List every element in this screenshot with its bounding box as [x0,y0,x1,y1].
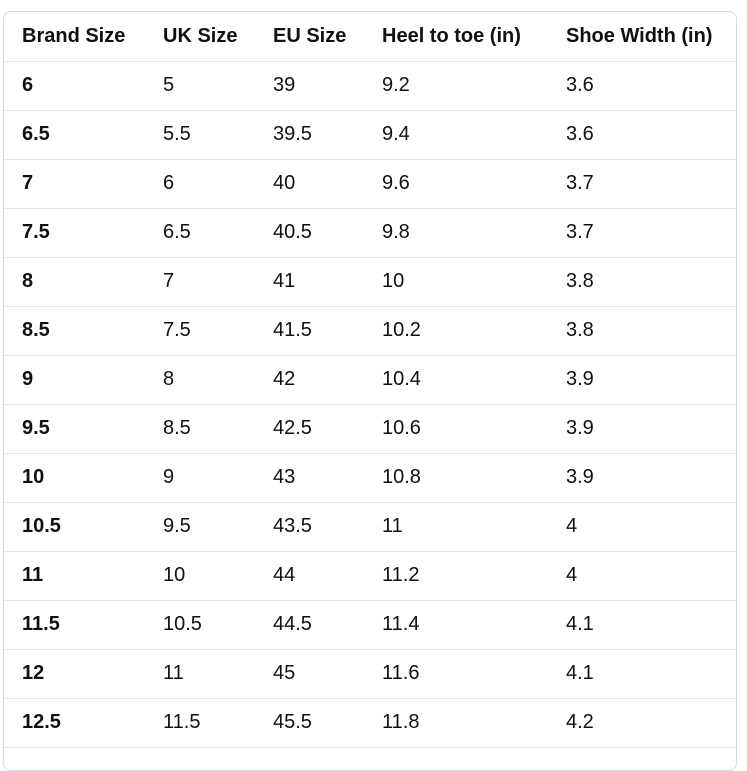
heel-to-toe-cell: 10 [364,257,548,307]
eu-size-cell: 40.5 [255,208,364,258]
brand-size-cell: 9.5 [4,404,145,454]
uk-size-cell: 11.5 [145,698,255,748]
brand-size-cell: 11.5 [4,600,145,650]
table-row: 12.5 11.5 45.5 11.8 4.2 [4,698,736,748]
table-row: 6.5 5.5 39.5 9.4 3.6 [4,110,736,160]
shoe-width-cell: 4.1 [548,649,736,699]
brand-size-cell: 8.5 [4,306,145,356]
shoe-width-cell: 4 [548,551,736,601]
size-chart-table: Brand Size UK Size EU Size Heel to toe (… [4,12,736,748]
eu-size-cell: 44 [255,551,364,601]
brand-size-cell: 7.5 [4,208,145,258]
shoe-width-cell: 3.8 [548,306,736,356]
eu-size-cell: 42 [255,355,364,405]
eu-size-cell: 45 [255,649,364,699]
uk-size-cell: 11 [145,649,255,699]
heel-to-toe-cell: 10.8 [364,453,548,503]
heel-to-toe-cell: 11.4 [364,600,548,650]
table-row: 11 10 44 11.2 4 [4,551,736,601]
brand-size-cell: 12 [4,649,145,699]
uk-size-cell: 8 [145,355,255,405]
shoe-width-cell: 4.2 [548,698,736,748]
header-shoe-width: Shoe Width (in) [548,12,736,62]
heel-to-toe-cell: 9.2 [364,61,548,111]
brand-size-cell: 6 [4,61,145,111]
heel-to-toe-cell: 10.6 [364,404,548,454]
table-row: 7.5 6.5 40.5 9.8 3.7 [4,208,736,258]
table-row: 8 7 41 10 3.8 [4,257,736,307]
heel-to-toe-cell: 10.2 [364,306,548,356]
uk-size-cell: 7 [145,257,255,307]
shoe-width-cell: 3.7 [548,208,736,258]
uk-size-cell: 10.5 [145,600,255,650]
uk-size-cell: 5 [145,61,255,111]
eu-size-cell: 45.5 [255,698,364,748]
table-row: 9.5 8.5 42.5 10.6 3.9 [4,404,736,454]
eu-size-cell: 41 [255,257,364,307]
shoe-width-cell: 3.8 [548,257,736,307]
heel-to-toe-cell: 9.6 [364,159,548,209]
table-row: 10 9 43 10.8 3.9 [4,453,736,503]
shoe-width-cell: 3.9 [548,453,736,503]
header-heel-to-toe: Heel to toe (in) [364,12,548,62]
shoe-width-cell: 4.1 [548,600,736,650]
shoe-width-cell: 3.6 [548,61,736,111]
size-chart-table-card: Brand Size UK Size EU Size Heel to toe (… [3,11,737,771]
heel-to-toe-cell: 11.2 [364,551,548,601]
uk-size-cell: 9 [145,453,255,503]
table-body: 6 5 39 9.2 3.6 6.5 5.5 39.5 9.4 3.6 7 6 40 9.6 3.7 7.5 6… [4,61,736,748]
table-row: 9 8 42 10.4 3.9 [4,355,736,405]
table-row: 11.5 10.5 44.5 11.4 4.1 [4,600,736,650]
heel-to-toe-cell: 9.4 [364,110,548,160]
eu-size-cell: 42.5 [255,404,364,454]
heel-to-toe-cell: 9.8 [364,208,548,258]
table-row: 6 5 39 9.2 3.6 [4,61,736,111]
eu-size-cell: 40 [255,159,364,209]
heel-to-toe-cell: 11.6 [364,649,548,699]
brand-size-cell: 10.5 [4,502,145,552]
shoe-width-cell: 4 [548,502,736,552]
table-row: 8.5 7.5 41.5 10.2 3.8 [4,306,736,356]
header-eu-size: EU Size [255,12,364,62]
uk-size-cell: 6.5 [145,208,255,258]
uk-size-cell: 5.5 [145,110,255,160]
eu-size-cell: 44.5 [255,600,364,650]
header-uk-size: UK Size [145,12,255,62]
uk-size-cell: 10 [145,551,255,601]
eu-size-cell: 43.5 [255,502,364,552]
header-row: Brand Size UK Size EU Size Heel to toe (… [4,12,736,62]
shoe-width-cell: 3.9 [548,404,736,454]
eu-size-cell: 41.5 [255,306,364,356]
brand-size-cell: 8 [4,257,145,307]
brand-size-cell: 12.5 [4,698,145,748]
shoe-width-cell: 3.6 [548,110,736,160]
uk-size-cell: 9.5 [145,502,255,552]
heel-to-toe-cell: 11.8 [364,698,548,748]
brand-size-cell: 7 [4,159,145,209]
uk-size-cell: 6 [145,159,255,209]
eu-size-cell: 43 [255,453,364,503]
eu-size-cell: 39 [255,61,364,111]
uk-size-cell: 7.5 [145,306,255,356]
shoe-width-cell: 3.9 [548,355,736,405]
brand-size-cell: 11 [4,551,145,601]
table-header: Brand Size UK Size EU Size Heel to toe (… [4,12,736,62]
heel-to-toe-cell: 10.4 [364,355,548,405]
table-row: 12 11 45 11.6 4.1 [4,649,736,699]
table-row: 10.5 9.5 43.5 11 4 [4,502,736,552]
table-row: 7 6 40 9.6 3.7 [4,159,736,209]
heel-to-toe-cell: 11 [364,502,548,552]
brand-size-cell: 9 [4,355,145,405]
header-brand-size: Brand Size [4,12,145,62]
uk-size-cell: 8.5 [145,404,255,454]
eu-size-cell: 39.5 [255,110,364,160]
brand-size-cell: 10 [4,453,145,503]
brand-size-cell: 6.5 [4,110,145,160]
shoe-width-cell: 3.7 [548,159,736,209]
